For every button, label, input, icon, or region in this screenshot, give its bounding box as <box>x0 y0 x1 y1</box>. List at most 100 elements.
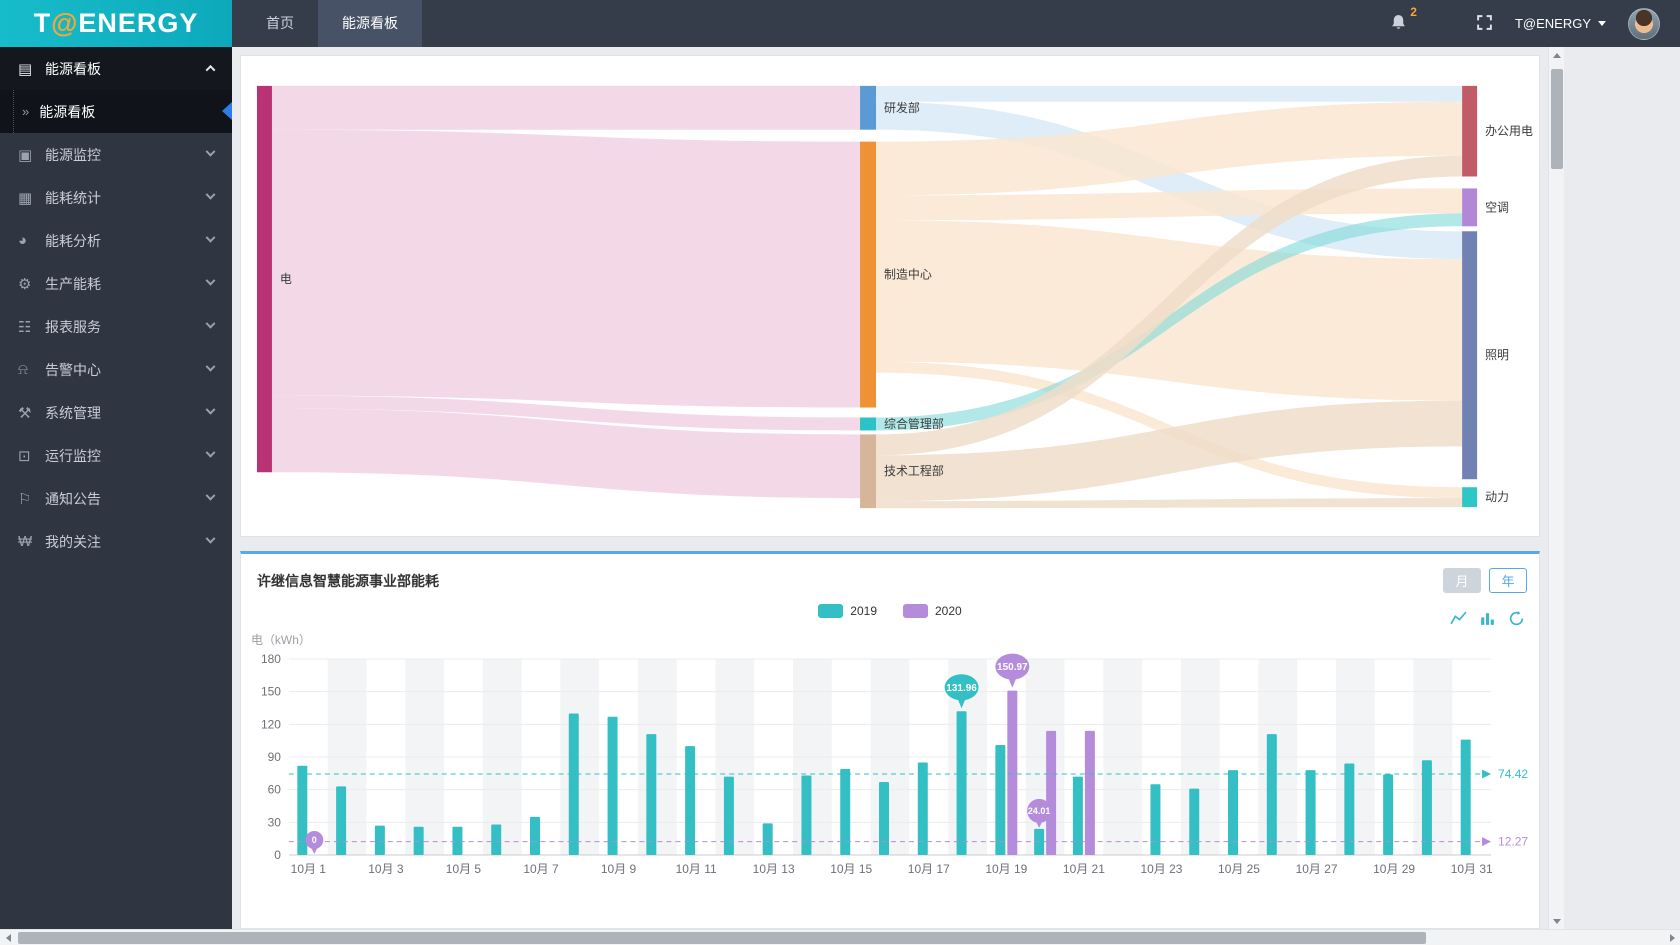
sankey-link-技术工程部-办公用电[interactable] <box>876 155 1463 456</box>
markpoint-0[interactable] <box>305 831 324 849</box>
sankey-node-技术工程部[interactable] <box>860 434 877 509</box>
bar-2019-day10[interactable] <box>646 734 657 855</box>
bar-2019-day4[interactable] <box>413 826 424 855</box>
bar-2019-day26[interactable] <box>1266 734 1277 855</box>
legend-2020[interactable]: 2020 <box>903 604 962 618</box>
sankey-link-技术工程部-动力[interactable] <box>876 498 1463 509</box>
bar-2019-day31[interactable] <box>1460 739 1471 855</box>
bar-2019-day7[interactable] <box>530 816 540 855</box>
app-logo[interactable]: T @ ENERGY <box>0 0 232 47</box>
scroll-left-button[interactable] <box>0 930 16 945</box>
bar-2019-day2[interactable] <box>336 786 347 855</box>
bar-2020-day19[interactable] <box>1007 690 1018 855</box>
bar-2019-day29[interactable] <box>1383 774 1394 855</box>
bar-2019-day17[interactable] <box>917 762 928 855</box>
sankey-link-技术工程部-照明[interactable] <box>876 400 1463 502</box>
bar-2019-day30[interactable] <box>1421 760 1432 855</box>
sankey-node-label: 办公用电 <box>1485 123 1533 138</box>
bar-chart-icon[interactable] <box>1479 610 1496 627</box>
sidebar-item-label: 系统管理 <box>45 404 101 421</box>
sidebar-item-production-energy[interactable]: ⚙ 生产能耗 <box>0 262 232 305</box>
sankey-node-电[interactable] <box>256 85 272 473</box>
vertical-scrollbar-thumb[interactable] <box>1551 69 1563 169</box>
scroll-up-button[interactable] <box>1549 47 1565 63</box>
year-toggle-button[interactable]: 年 <box>1489 568 1527 593</box>
bar-2019-day19[interactable] <box>995 745 1006 855</box>
bar-chart[interactable]: 0 30 60 90 120 150 180 电（kWh） 10月 1 10月 3 10月 5 10月… <box>241 632 1539 894</box>
bar-2019-day27[interactable] <box>1305 770 1316 855</box>
bar-2020-day20[interactable] <box>1046 730 1057 855</box>
x-axis-tick: 10月 21 <box>1063 862 1105 876</box>
sidebar-item-notice-announcement[interactable]: ⚐ 通知公告 <box>0 477 232 520</box>
refresh-icon[interactable] <box>1508 610 1525 627</box>
sankey-node-研发部[interactable] <box>860 85 877 130</box>
bar-2019-day5[interactable] <box>452 826 463 855</box>
sankey-node-动力[interactable] <box>1462 487 1478 508</box>
bar-2019-day23[interactable] <box>1150 784 1161 855</box>
tab-home[interactable]: 首页 <box>266 15 294 31</box>
markpoint-24.01[interactable] <box>1027 798 1052 823</box>
sidebar-item-report-service[interactable]: ☷ 报表服务 <box>0 305 232 348</box>
x-axis-tick: 10月 27 <box>1296 862 1338 876</box>
bar-2019-day21[interactable] <box>1072 776 1083 855</box>
tab-energy-dashboard[interactable]: 能源看板 <box>318 0 422 47</box>
bar-2019-day25[interactable] <box>1228 770 1239 855</box>
bar-2019-day11[interactable] <box>685 746 696 855</box>
bar-2019-day6[interactable] <box>491 824 502 855</box>
markpoint-131.96[interactable] <box>944 674 979 701</box>
sankey-node-综合管理部[interactable] <box>860 417 877 431</box>
avatar[interactable] <box>1628 7 1660 40</box>
notification-badge: 2 <box>1410 4 1417 19</box>
sankey-node-制造中心[interactable] <box>860 141 877 408</box>
sankey-node-办公用电[interactable] <box>1462 85 1478 177</box>
line-chart-icon[interactable] <box>1450 610 1467 627</box>
sankey-link-研发部-办公用电[interactable] <box>876 85 1463 102</box>
sankey-link-制造中心-办公用电[interactable] <box>876 101 1463 196</box>
bar-2019-day28[interactable] <box>1344 763 1355 855</box>
bar-2020-day21[interactable] <box>1084 730 1095 855</box>
sankey-link-电-制造中心[interactable] <box>271 129 861 408</box>
horizontal-scrollbar[interactable] <box>0 929 1680 945</box>
markpoint-150.97[interactable] <box>995 653 1030 680</box>
sankey-node-空调[interactable] <box>1462 188 1478 227</box>
bar-2019-day18[interactable] <box>956 711 967 855</box>
sankey-link-电-综合管理部[interactable] <box>271 395 861 431</box>
bar-2019-day9[interactable] <box>607 716 618 855</box>
sidebar-subitem-energy-dashboard[interactable]: » 能源看板 <box>0 90 232 133</box>
sidebar-item-energy-stats[interactable]: ▦ 能耗统计 <box>0 176 232 219</box>
bar-2019-day8[interactable] <box>568 713 579 855</box>
sankey-node-label: 制造中心 <box>884 267 932 282</box>
y-axis-tick: 60 <box>268 783 282 797</box>
sidebar-item-energy-monitor[interactable]: ▣ 能源监控 <box>0 133 232 176</box>
vertical-scrollbar[interactable] <box>1548 47 1564 929</box>
bar-2019-day12[interactable] <box>723 776 734 855</box>
sidebar-item-energy-analysis[interactable]: ◕ 能耗分析 <box>0 219 232 262</box>
bar-2019-day14[interactable] <box>801 775 812 855</box>
notifications-button[interactable]: 2 <box>1389 5 1417 35</box>
sidebar-item-energy-dashboard[interactable]: ▤ 能源看板 <box>0 47 232 90</box>
sankey-link-综合管理部-空调[interactable] <box>876 213 1463 431</box>
sankey-node-照明[interactable] <box>1462 231 1478 480</box>
bar-2019-day16[interactable] <box>879 782 890 855</box>
sidebar-item-my-follow[interactable]: ₩ 我的关注 <box>0 520 232 563</box>
bar-2019-day3[interactable] <box>374 825 385 855</box>
user-menu[interactable]: T@ENERGY <box>1515 16 1606 31</box>
sidebar-item-alarm-center[interactable]: ⍾ 告警中心 <box>0 348 232 391</box>
sankey-link-电-技术工程部[interactable] <box>271 408 861 499</box>
x-axis-tick: 10月 11 <box>676 862 717 876</box>
bar-2019-day13[interactable] <box>762 823 773 855</box>
sidebar-item-system-management[interactable]: ⚒ 系统管理 <box>0 391 232 434</box>
scroll-right-button[interactable] <box>1664 930 1680 945</box>
horizontal-scrollbar-thumb[interactable] <box>18 932 1426 944</box>
legend-2019[interactable]: 2019 <box>818 604 877 618</box>
bar-2019-day1[interactable] <box>297 765 308 855</box>
sankey-link-电-研发部[interactable] <box>271 85 861 130</box>
month-toggle-button[interactable]: 月 <box>1443 568 1481 593</box>
sidebar-item-operation-monitor[interactable]: ⊡ 运行监控 <box>0 434 232 477</box>
bar-2019-day15[interactable] <box>840 768 851 855</box>
fullscreen-button[interactable] <box>1476 14 1493 34</box>
bar-2019-day24[interactable] <box>1189 788 1200 855</box>
scroll-down-button[interactable] <box>1549 913 1565 929</box>
